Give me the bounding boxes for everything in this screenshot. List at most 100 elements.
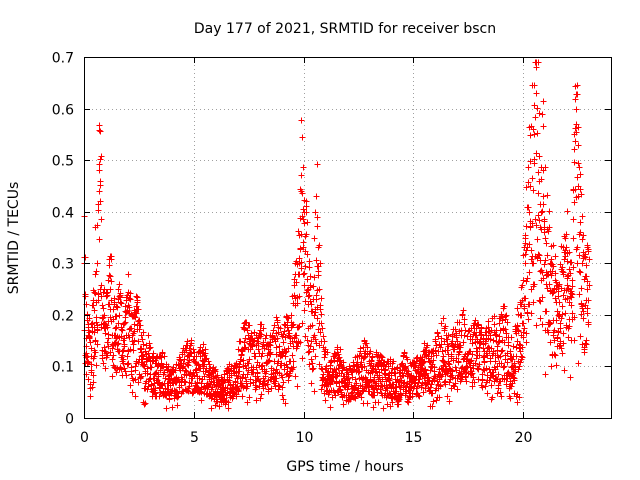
data-point [540, 98, 547, 105]
data-point [306, 264, 313, 271]
data-point [146, 340, 153, 347]
data-point [541, 216, 548, 223]
data-point [514, 305, 521, 312]
data-point [562, 310, 569, 317]
data-point [289, 352, 296, 359]
data-point [498, 360, 505, 367]
data-point [302, 333, 309, 340]
data-point [517, 348, 524, 355]
data-point [379, 354, 386, 361]
data-point [552, 253, 559, 260]
data-point [252, 353, 259, 360]
data-point [112, 325, 119, 332]
data-point [501, 363, 508, 370]
data-point [122, 368, 129, 375]
data-point [297, 245, 304, 252]
data-point [251, 337, 258, 344]
y-tick-label: 0.3 [52, 257, 74, 273]
data-point [107, 273, 114, 280]
data-point [570, 264, 577, 271]
data-point [521, 303, 528, 310]
data-point [536, 110, 543, 117]
data-point [388, 369, 395, 376]
data-point [296, 323, 303, 330]
data-point [386, 377, 393, 384]
data-point [273, 344, 280, 351]
data-point [369, 354, 376, 361]
data-point [311, 312, 318, 319]
data-point [548, 363, 555, 370]
data-point [501, 303, 508, 310]
data-point [569, 277, 576, 284]
data-point [308, 301, 315, 308]
data-point [87, 393, 94, 400]
data-point [567, 374, 574, 381]
data-point [92, 271, 99, 278]
data-point [399, 360, 406, 367]
data-point [441, 359, 448, 366]
data-point [94, 260, 101, 267]
data-point [536, 252, 543, 259]
data-point [313, 257, 320, 264]
data-point [408, 374, 415, 381]
data-point [258, 331, 265, 338]
data-point [274, 319, 281, 326]
data-point [498, 348, 505, 355]
data-point [98, 216, 105, 223]
data-point [431, 368, 438, 375]
data-point [180, 363, 187, 370]
data-point [370, 404, 377, 411]
data-point [580, 315, 587, 322]
data-point [495, 382, 502, 389]
data-point [461, 316, 468, 323]
data-point [438, 341, 445, 348]
data-point [186, 345, 193, 352]
data-point [540, 167, 547, 174]
data-point [308, 380, 315, 387]
data-point [246, 394, 253, 401]
data-point [200, 341, 207, 348]
data-point [91, 307, 98, 314]
data-point [316, 361, 323, 368]
data-point [290, 364, 297, 371]
data-point [570, 216, 577, 223]
data-point [338, 389, 345, 396]
data-point [582, 254, 589, 261]
data-point [116, 281, 123, 288]
data-point [415, 369, 422, 376]
data-point [90, 379, 97, 386]
data-point [503, 330, 510, 337]
data-point [319, 325, 326, 332]
data-point [569, 283, 576, 290]
data-point [279, 348, 286, 355]
data-point [570, 235, 577, 242]
data-point [528, 310, 535, 317]
data-point [289, 322, 296, 329]
data-point [401, 350, 408, 357]
data-point [92, 337, 99, 344]
data-point [429, 403, 436, 410]
data-point [132, 376, 139, 383]
data-point [574, 91, 581, 98]
data-point [260, 339, 267, 346]
y-tick-label: 0.1 [52, 360, 74, 376]
data-point [516, 363, 523, 370]
data-point [416, 393, 423, 400]
data-point [206, 374, 213, 381]
data-point [248, 330, 255, 337]
data-point [577, 171, 584, 178]
data-point [276, 343, 283, 350]
data-point [329, 369, 336, 376]
data-point [316, 342, 323, 349]
data-point [586, 282, 593, 289]
data-point [318, 295, 325, 302]
data-point [520, 329, 527, 336]
data-point [495, 371, 502, 378]
data-point [280, 379, 287, 386]
data-point [420, 389, 427, 396]
data-point [446, 361, 453, 368]
data-point [317, 306, 324, 313]
data-point [564, 250, 571, 257]
data-point [583, 262, 590, 269]
